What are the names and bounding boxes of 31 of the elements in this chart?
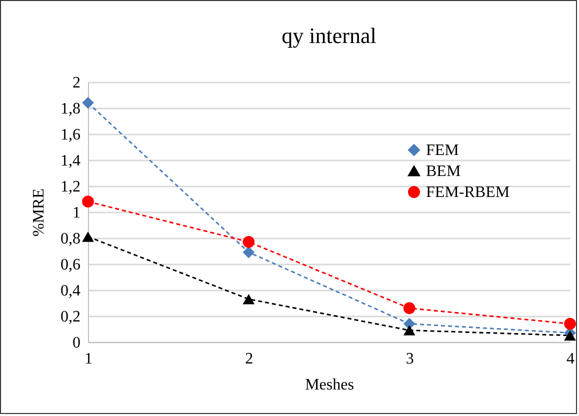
- point: [242, 236, 255, 248]
- y-tick-label: 1,6: [60, 126, 80, 144]
- point: [564, 330, 576, 341]
- legend-label: FEM: [426, 142, 459, 159]
- chart-title: qy internal: [282, 23, 376, 48]
- y-tick-label: 1,4: [60, 152, 80, 170]
- point: [242, 246, 255, 258]
- point: [242, 294, 255, 304]
- point: [82, 196, 94, 208]
- legend-label: BEM: [426, 163, 461, 180]
- x-axis-title: Meshes: [305, 376, 354, 394]
- y-tick-label: 1,8: [60, 100, 80, 118]
- y-tick-label: 0,4: [60, 282, 80, 300]
- y-tick-label: 1,2: [60, 178, 80, 196]
- y-axis-title: %MRE: [30, 188, 48, 236]
- point: [403, 302, 416, 314]
- y-tick-label: 0,8: [60, 230, 80, 248]
- x-tick-label: 2: [245, 350, 254, 368]
- y-tick-label: 1: [72, 204, 80, 222]
- x-tick-label: 1: [84, 350, 92, 368]
- x-tick-label: 4: [566, 350, 574, 368]
- point: [564, 318, 576, 330]
- y-tick-label: 0,6: [60, 256, 80, 274]
- y-tick-label: 2: [72, 74, 80, 92]
- legend-label: FEM-RBEM: [426, 184, 510, 201]
- x-tick-label: 3: [406, 350, 414, 368]
- point: [82, 232, 94, 242]
- y-tick-label: 0,2: [60, 308, 80, 326]
- point: [403, 325, 416, 336]
- point: [82, 96, 94, 109]
- y-tick-label: 0: [72, 334, 80, 352]
